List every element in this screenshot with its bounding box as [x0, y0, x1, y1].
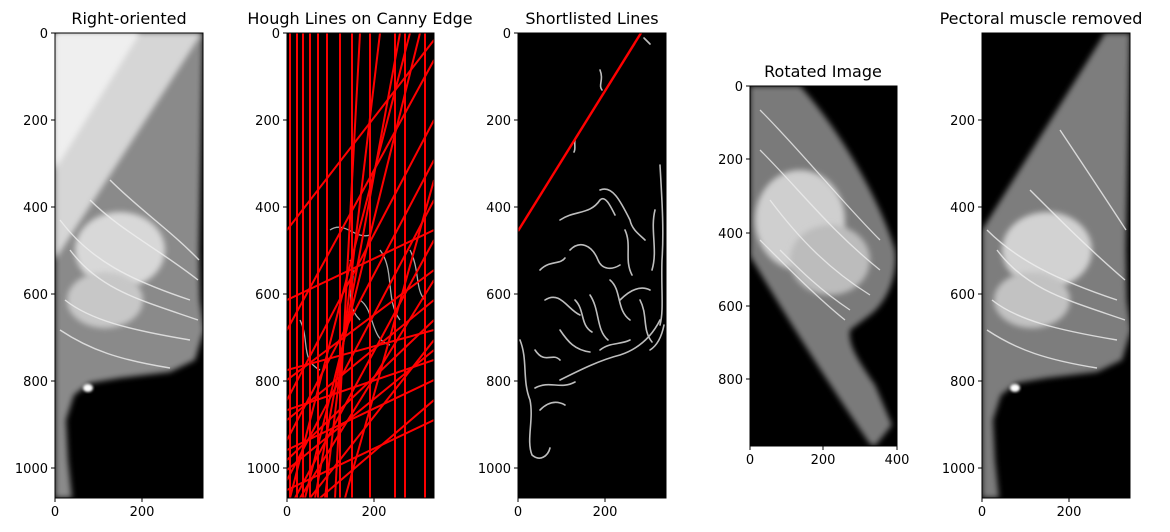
y-tick-label: 600: [718, 300, 743, 315]
panel-title: Shortlisted Lines: [525, 9, 658, 28]
y-axis: 0 200 400 600 800 1000: [247, 27, 287, 477]
y-tick-label: 800: [950, 375, 975, 390]
y-tick-label: 400: [486, 201, 511, 216]
panel-hough-lines: Hough Lines on Canny Edge: [247, 9, 473, 520]
panel-pectoral-removed: Pectoral muscle removed 200 400: [940, 9, 1143, 520]
y-tick-label: 800: [255, 375, 280, 390]
mammogram-image: [55, 33, 203, 498]
x-tick-label: 200: [593, 505, 618, 520]
y-tick-label: 200: [486, 114, 511, 129]
x-axis: 0 200 400: [746, 446, 910, 468]
y-tick-label: 0: [735, 80, 743, 95]
x-tick-label: 0: [51, 505, 59, 520]
x-tick-label: 0: [283, 505, 291, 520]
y-tick-label: 400: [255, 201, 280, 216]
x-axis: 0 200: [51, 498, 155, 520]
y-tick-label: 1000: [942, 462, 975, 477]
y-tick-label: 1000: [478, 462, 511, 477]
y-axis: 0 200 400 600 800 1000: [15, 27, 55, 477]
y-tick-label: 200: [950, 114, 975, 129]
panel-shortlisted-lines: Shortlisted Lines: [478, 9, 667, 520]
panel-title: Hough Lines on Canny Edge: [247, 9, 472, 28]
y-tick-label: 1000: [247, 462, 280, 477]
y-tick-label: 800: [718, 373, 743, 388]
y-tick-label: 600: [23, 288, 48, 303]
image-background: [518, 33, 666, 498]
y-tick-label: 400: [950, 201, 975, 216]
x-tick-label: 0: [514, 505, 522, 520]
x-tick-label: 200: [362, 505, 387, 520]
x-tick-label: 400: [885, 453, 910, 468]
x-tick-label: 0: [978, 505, 986, 520]
y-tick-label: 200: [718, 153, 743, 168]
x-tick-label: 200: [811, 453, 836, 468]
panel-title: Pectoral muscle removed: [940, 9, 1143, 28]
y-axis: 200 400 600 800 1000: [942, 114, 982, 477]
y-axis: 0 200 400 600 800 1000: [478, 27, 518, 477]
x-axis: 0 200: [978, 498, 1082, 520]
y-tick-label: 400: [23, 201, 48, 216]
panel-title: Rotated Image: [764, 62, 882, 81]
panel-rotated-image: Rotated Image 0 200 400 600 80: [718, 62, 909, 468]
y-tick-label: 200: [23, 114, 48, 129]
y-tick-label: 600: [486, 288, 511, 303]
y-tick-label: 1000: [15, 462, 48, 477]
rotated-mammogram: [750, 86, 896, 446]
axes-frame: [286, 32, 435, 499]
axes-frame: [54, 32, 204, 499]
processed-mammogram: [982, 33, 1130, 498]
y-axis: 0 200 400 600 800: [718, 80, 750, 388]
y-tick-label: 200: [255, 114, 280, 129]
y-tick-label: 800: [486, 375, 511, 390]
hough-lines-image: [287, 33, 434, 498]
y-tick-label: 0: [40, 27, 48, 42]
y-tick-label: 0: [503, 27, 511, 42]
y-tick-label: 400: [718, 227, 743, 242]
axes-frame: [981, 32, 1131, 499]
panel-right-oriented: Right-oriented 0: [15, 9, 204, 520]
y-tick-label: 600: [950, 288, 975, 303]
x-axis: 0 200: [283, 498, 387, 520]
y-tick-label: 800: [23, 375, 48, 390]
x-axis: 0 200: [514, 498, 618, 520]
x-tick-label: 200: [130, 505, 155, 520]
x-tick-label: 0: [746, 453, 754, 468]
shortlisted-line: [518, 33, 643, 232]
edge-image: [518, 33, 665, 459]
y-tick-label: 600: [255, 288, 280, 303]
axes-frame: [517, 32, 667, 499]
x-tick-label: 200: [1057, 505, 1082, 520]
panel-title: Right-oriented: [71, 9, 186, 28]
y-tick-label: 0: [272, 27, 280, 42]
